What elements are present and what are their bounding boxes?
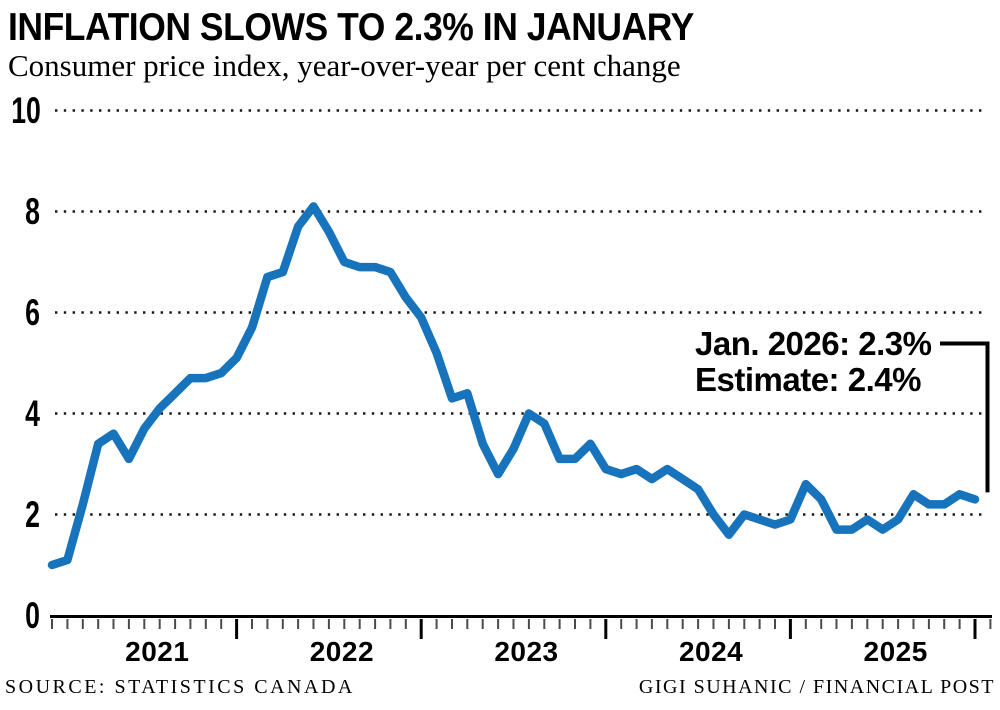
x-year-label-2025: 2025	[863, 636, 928, 667]
callout-line-2: Estimate: 2.4%	[695, 361, 921, 398]
y-tick-label-0: 0	[25, 594, 40, 636]
x-year-label-2021: 2021	[125, 636, 190, 667]
x-year-label-2023: 2023	[494, 636, 559, 667]
callout-line-1: Jan. 2026: 2.3%	[695, 325, 932, 362]
y-tick-label-6: 6	[25, 291, 40, 333]
cpi-series-line	[47, 202, 980, 570]
y-tick-label-4: 4	[25, 392, 40, 434]
callout-annotation: Jan. 2026: 2.3% Estimate: 2.4%	[695, 326, 932, 398]
x-year-label-2024: 2024	[678, 636, 744, 667]
callout-bracket-line	[940, 341, 990, 493]
author-credit: GIGI SUHANIC / FINANCIAL POST	[638, 676, 995, 698]
x-year-label-2022: 2022	[309, 636, 375, 667]
y-tick-label-10: 10	[11, 89, 41, 131]
source-credit: SOURCE: STATISTICS CANADA	[5, 676, 355, 698]
chart-title: INFLATION SLOWS TO 2.3% IN JANUARY	[8, 6, 694, 49]
y-tick-label-2: 2	[25, 493, 40, 535]
chart-subtitle: Consumer price index, year-over-year per…	[8, 48, 681, 83]
y-tick-label-8: 8	[25, 190, 40, 232]
